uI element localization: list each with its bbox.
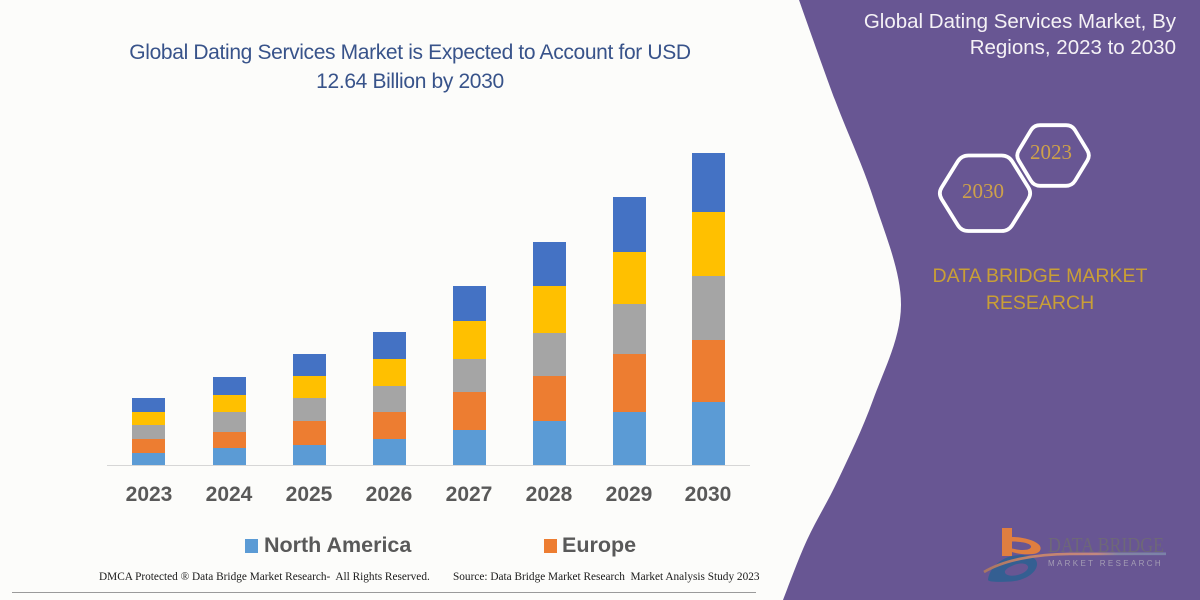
svg-text:DATA BRIDGE: DATA BRIDGE xyxy=(1048,533,1164,557)
svg-text:MARKET RESEARCH: MARKET RESEARCH xyxy=(1048,558,1163,568)
